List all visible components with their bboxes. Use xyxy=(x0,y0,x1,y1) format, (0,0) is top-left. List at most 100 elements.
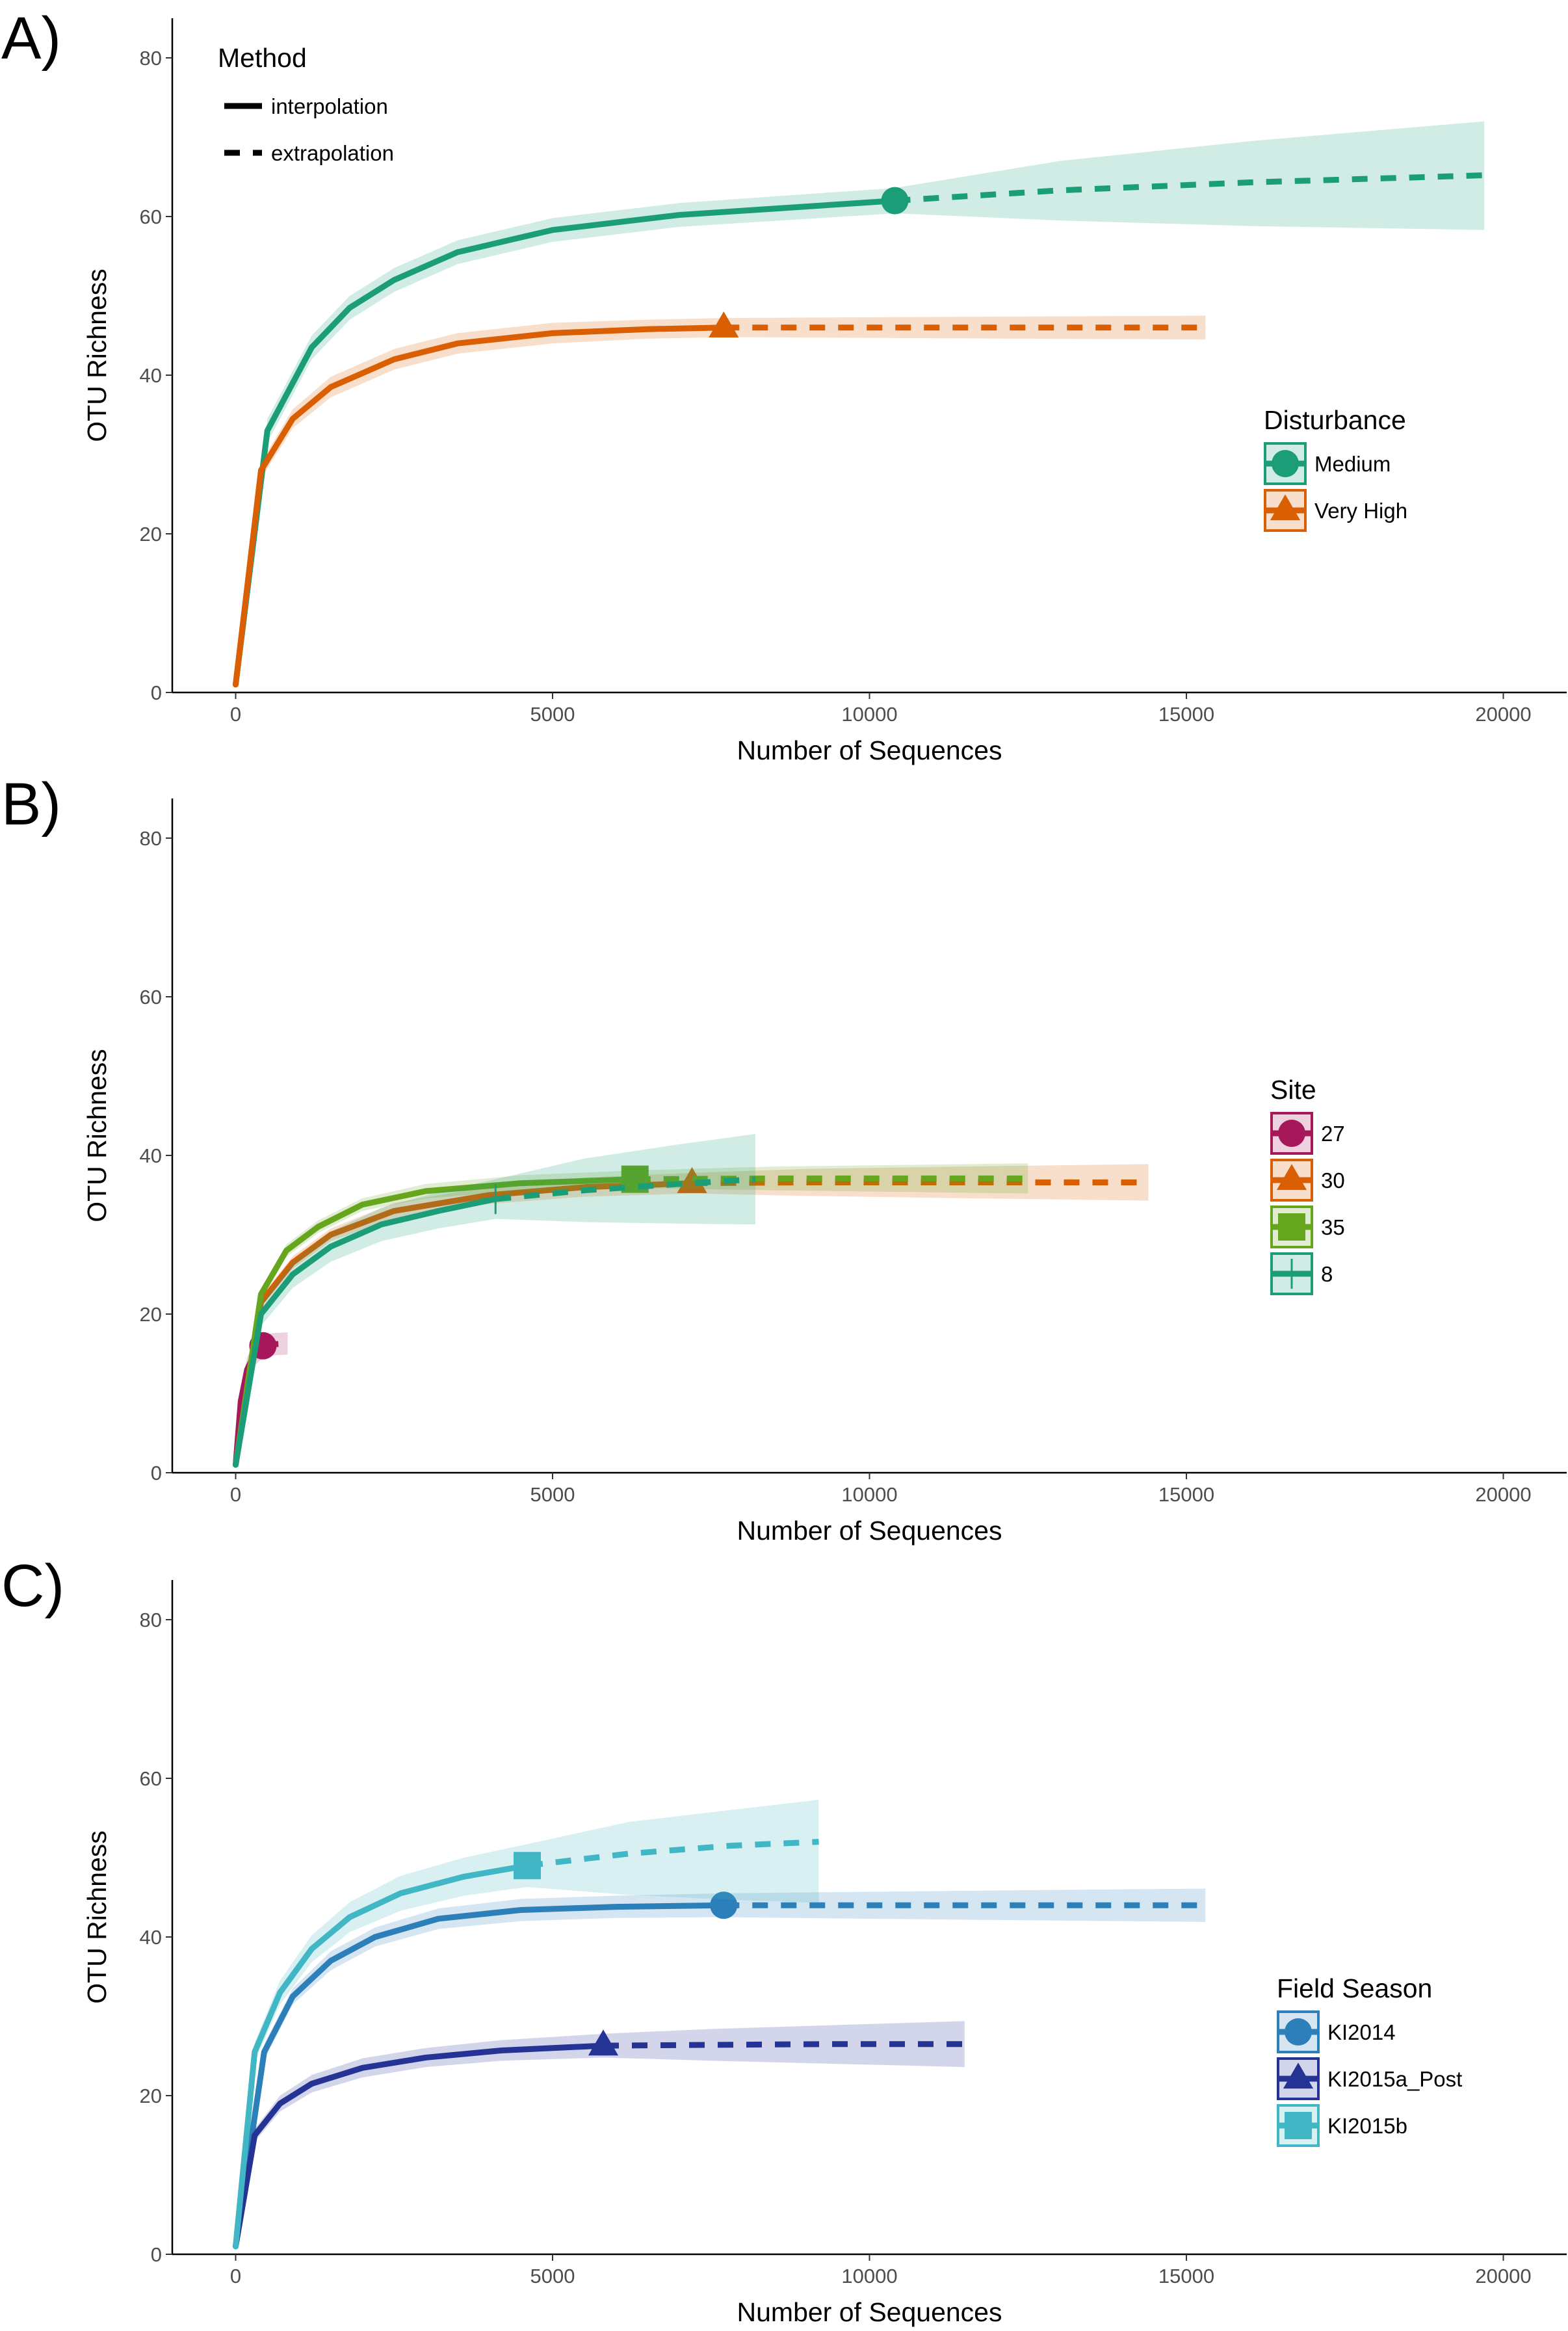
legend-key xyxy=(1270,1159,1313,1202)
confidence-band xyxy=(235,1134,755,1465)
legend-key-marker xyxy=(1272,450,1299,477)
legend-key-marker xyxy=(1278,1120,1305,1147)
legend-key xyxy=(1277,2057,1320,2100)
observed-point xyxy=(709,311,739,337)
interpolation-line xyxy=(233,1196,499,1468)
y-tick-label: 0 xyxy=(151,681,162,704)
series-KI2015b xyxy=(233,1799,819,2250)
y-tick-label: 60 xyxy=(140,205,162,228)
legend-label: 35 xyxy=(1321,1215,1345,1239)
plot-area xyxy=(233,1799,1206,2250)
y-tick-label: 20 xyxy=(140,1303,162,1326)
legend-label: KI2015b xyxy=(1327,2114,1407,2138)
y-tick-label: 20 xyxy=(140,2085,162,2107)
legend-label: extrapolation xyxy=(271,141,394,165)
x-tick-label: 10000 xyxy=(841,703,897,726)
legend-key-marker xyxy=(1283,2062,1314,2089)
legend-key-marker xyxy=(1270,494,1301,521)
legend-key-marker xyxy=(1278,1213,1305,1241)
panel-label: C) xyxy=(1,1553,64,1619)
legend-title: Field Season xyxy=(1277,1973,1432,2003)
observed-point xyxy=(881,187,909,215)
y-tick-label: 40 xyxy=(140,364,162,387)
x-tick-label: 0 xyxy=(230,2265,241,2287)
x-tick-label: 15000 xyxy=(1158,1483,1214,1506)
x-tick-label: 5000 xyxy=(530,2265,575,2287)
interpolation-line xyxy=(233,2042,607,2250)
y-axis-title: OTU Richness xyxy=(82,1830,112,2004)
x-tick-label: 0 xyxy=(230,703,241,726)
legend-label: 8 xyxy=(1321,1262,1333,1286)
chart-panel-1: A) 0 20 40 60 80 0 5000 10000 15000 20000 Number of… xyxy=(1,5,1567,765)
legend-title: Method xyxy=(218,43,307,73)
legend-key xyxy=(1270,1252,1313,1295)
series-30 xyxy=(233,1164,1149,1468)
legend-0: Field Season KI2014 KI2015a_Post KI2015b xyxy=(1277,1973,1462,2147)
legend-key xyxy=(1270,1205,1313,1248)
legend-title: Disturbance xyxy=(1264,405,1406,435)
legend-label: Medium xyxy=(1314,452,1391,476)
legend-0: Method interpolation extrapolation xyxy=(218,43,394,165)
x-tick-label: 0 xyxy=(230,1483,241,1506)
legend-label: KI2014 xyxy=(1327,2020,1396,2044)
legend-key-marker xyxy=(1285,2018,1312,2046)
legend-key xyxy=(1264,442,1307,485)
legend-1: Disturbance Medium Very High xyxy=(1264,405,1407,532)
legend-key-marker xyxy=(1285,2112,1312,2139)
y-axis-title: OTU Richness xyxy=(82,269,112,442)
observed-point xyxy=(677,1166,707,1193)
y-tick-label: 0 xyxy=(151,1462,162,1484)
confidence-band xyxy=(235,1164,1149,1465)
y-tick-label: 0 xyxy=(151,2243,162,2266)
y-tick-label: 60 xyxy=(140,1767,162,1790)
interpolation-line xyxy=(233,324,727,688)
legend-label: 27 xyxy=(1321,1122,1345,1146)
panel-label: B) xyxy=(1,771,61,837)
chart-panel-3: C) 0 20 40 60 80 0 5000 10000 15000 20000 Number of… xyxy=(1,1553,1567,2327)
x-tick-label: 15000 xyxy=(1158,2265,1214,2287)
legend-key-marker xyxy=(1276,1164,1307,1191)
series-KI2015a_Post xyxy=(233,2021,965,2250)
x-tick-label: 20000 xyxy=(1475,703,1531,726)
legend-title: Site xyxy=(1270,1075,1316,1105)
observed-point xyxy=(710,1891,738,1919)
series-Very High xyxy=(233,311,1206,688)
legend-label: 30 xyxy=(1321,1168,1345,1192)
extrapolation-line xyxy=(527,1839,819,1869)
legend-key xyxy=(1277,2010,1320,2053)
y-tick-label: 80 xyxy=(140,1609,162,1631)
x-axis-title: Number of Sequences xyxy=(737,1516,1002,1546)
x-tick-label: 10000 xyxy=(841,1483,897,1506)
interpolation-line xyxy=(233,1176,638,1468)
y-tick-label: 60 xyxy=(140,986,162,1008)
x-tick-label: 20000 xyxy=(1475,2265,1531,2287)
y-tick-label: 40 xyxy=(140,1144,162,1167)
y-axis-title: OTU Richness xyxy=(82,1049,112,1222)
y-tick-label: 20 xyxy=(140,523,162,546)
series-Medium xyxy=(233,121,1485,688)
legend-label: Very High xyxy=(1314,499,1407,523)
chart-panel-2: B) 0 20 40 60 80 0 5000 10000 15000 20000 Number of… xyxy=(1,771,1567,1546)
extrapolation-line xyxy=(895,172,1485,204)
observed-point xyxy=(514,1852,541,1880)
x-tick-label: 5000 xyxy=(530,703,575,726)
interpolation-line xyxy=(233,1902,727,2250)
x-axis-title: Number of Sequences xyxy=(737,735,1002,765)
interpolation-line xyxy=(233,1862,530,2250)
extrapolation-line xyxy=(634,1175,1028,1183)
series-35 xyxy=(233,1163,1028,1468)
confidence-band xyxy=(235,1799,819,2246)
x-tick-label: 20000 xyxy=(1475,1483,1531,1506)
plot-area xyxy=(233,1134,1149,1468)
extrapolation-line xyxy=(603,2041,965,2049)
panel-label: A) xyxy=(1,5,61,72)
y-tick-label: 40 xyxy=(140,1926,162,1949)
series-8 xyxy=(233,1134,756,1468)
legend-key xyxy=(1270,1112,1313,1155)
x-axis-title: Number of Sequences xyxy=(737,2297,1002,2327)
observed-point xyxy=(588,2029,619,2056)
legend-key xyxy=(1264,489,1307,532)
y-tick-label: 80 xyxy=(140,827,162,850)
x-tick-label: 15000 xyxy=(1158,703,1214,726)
